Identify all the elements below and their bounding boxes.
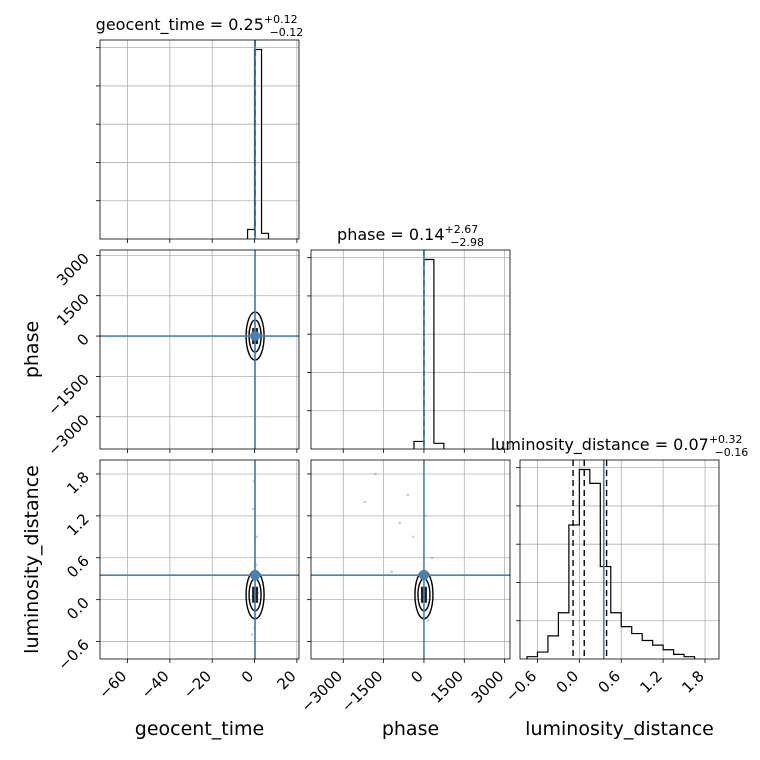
panel-frame [310,249,511,450]
title-sub: −0.12 [270,26,304,39]
panel-phase-hist: phase = 0.14+2.67 −2.98 [307,223,511,453]
scatter-point [374,472,377,476]
x-tick-label: 0.0 [553,667,583,697]
y-tick-label: −1500 [44,370,93,419]
y-tick-label: 0 [73,330,92,349]
truth-point [250,331,261,342]
title-sub: −0.16 [715,446,749,459]
x-tick-label: 0 [407,667,426,686]
title-main: geocent_time = 0.25 [96,15,264,35]
panel-luminosity_distance-hist: luminosity_distance = 0.07+0.32 −0.16 −0.6… [491,433,749,706]
y-tick-label: −0.6 [54,636,92,674]
x-tick-label: 20 [273,667,299,693]
panel-frame [310,459,511,660]
y-axis-label-luminosity_distance: luminosity_distance [21,465,43,654]
y-tick-label: −3000 [44,411,93,460]
histogram-geocent_time [246,48,270,239]
panel-title-luminosity_distance: luminosity_distance = 0.07+0.32 −0.16 [491,433,749,459]
y-tick-label: 1.8 [63,468,93,498]
x-tick-label: −60 [95,667,130,702]
scatter-point [250,633,254,636]
x-tick-label: 1.8 [678,667,708,697]
title-main: luminosity_distance = 0.07 [491,435,709,455]
truth-point [250,570,261,581]
title-sup: +2.67 [445,223,479,236]
x-tick-label: 1.2 [636,667,666,697]
title-sub: −2.98 [450,236,484,249]
x-tick-label: 3000 [468,667,508,707]
panel-frame [99,459,300,660]
y-tick-label: 3000 [53,249,93,289]
x-tick-label: 0 [238,667,257,686]
truth-point [418,570,429,581]
panel-title-geocent_time: geocent_time = 0.25+0.12 −0.12 [96,13,304,39]
x-tick-label: 1500 [427,667,467,707]
scatter-point [255,535,258,539]
histogram-phase [413,258,445,449]
panel-frame [99,249,300,450]
title-main: phase = 0.14 [337,225,444,244]
title-sup: +0.32 [709,433,743,446]
scatter-point [411,535,415,539]
panel-frame [99,39,300,240]
scatter-point [398,521,402,525]
panel-geocent_time-hist: geocent_time = 0.25+0.12 −0.12 [96,13,304,243]
y-axis-label-phase: phase [21,321,43,378]
histogram-luminosity_distance [526,468,696,659]
scatter-point [430,556,434,560]
x-tick-label: −20 [180,667,215,702]
x-tick-label: −3000 [297,667,346,716]
x-axis-label-geocent_time: geocent_time [135,718,264,740]
title-sup: +0.12 [264,13,298,26]
x-tick-label: −1500 [338,667,387,716]
scatter-point [426,619,430,622]
y-tick-label: 0.0 [63,594,93,624]
scatter-point [390,570,393,574]
x-tick-label: −40 [138,667,173,702]
panel-title-phase: phase = 0.14+2.67 −2.98 [337,223,484,249]
y-tick-label: 0.6 [63,552,93,582]
x-tick-label: 0.6 [594,667,624,697]
panel-phase-vs-luminosity_distance: −3000−1500 0 1500 3000 [297,459,511,716]
y-tick-label: 1500 [53,290,93,330]
scatter-point [252,507,255,511]
x-axis-label-luminosity_distance: luminosity_distance [525,718,714,740]
panel-geocent_time-vs-luminosity_distance: −60 −40 −20 0 20 −0.6 0.0 0.6 1.2 1.8 [54,459,300,702]
scatter-point [406,493,410,497]
scatter-point [363,500,367,504]
x-axis-label-phase: phase [382,718,439,740]
x-tick-label: −0.6 [502,667,540,705]
panel-frame [519,459,720,660]
y-tick-label: 1.2 [63,510,93,540]
